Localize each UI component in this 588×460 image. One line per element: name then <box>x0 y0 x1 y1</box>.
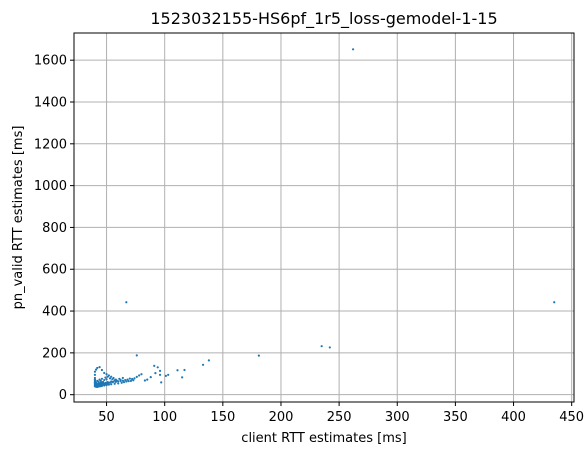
x-tick-label: 50 <box>98 410 115 425</box>
x-tick-label: 250 <box>327 410 352 425</box>
data-point <box>143 379 147 382</box>
data-point <box>94 368 98 371</box>
data-point <box>127 379 130 383</box>
x-tick-label: 100 <box>152 410 177 425</box>
x-tick-label: 450 <box>559 410 584 425</box>
data-point <box>119 378 122 381</box>
data-point <box>98 378 101 381</box>
data-point <box>103 371 106 375</box>
data-point <box>176 369 179 372</box>
data-point <box>96 366 99 370</box>
data-point <box>100 377 104 380</box>
y-tick-label: 200 <box>42 346 67 361</box>
data-points <box>93 48 556 389</box>
data-point <box>113 382 116 385</box>
data-point <box>135 354 138 357</box>
data-point <box>105 378 108 381</box>
data-point <box>158 369 162 372</box>
data-point <box>93 370 97 373</box>
data-point <box>100 368 104 372</box>
y-tick-label: 1400 <box>34 95 67 110</box>
data-point <box>106 382 109 385</box>
data-point <box>140 373 143 376</box>
data-point <box>122 381 126 384</box>
data-point <box>257 354 260 357</box>
data-point <box>553 301 556 304</box>
data-point <box>105 373 108 376</box>
data-point <box>158 373 162 376</box>
data-point <box>124 378 127 382</box>
data-point <box>110 375 113 378</box>
data-point <box>101 380 105 384</box>
data-point <box>93 378 97 381</box>
data-point <box>108 377 112 380</box>
data-point <box>181 376 184 379</box>
data-point <box>320 345 323 348</box>
y-tick-label: 600 <box>42 263 67 278</box>
data-point <box>167 373 170 376</box>
y-axis-label: pn_valid RTT estimates [ms] <box>11 126 26 310</box>
data-point <box>106 375 109 378</box>
data-point <box>104 376 107 379</box>
data-point <box>125 301 128 304</box>
x-tick-label: 400 <box>501 410 526 425</box>
data-point <box>96 379 99 382</box>
x-tick-label: 350 <box>443 410 468 425</box>
data-point <box>160 381 163 384</box>
data-point <box>110 383 113 386</box>
data-point <box>164 374 167 377</box>
plot-frame <box>73 32 575 403</box>
data-point <box>113 379 116 382</box>
chart-title: 1523032155-HS6pf_1r5_loss-gemodel-1-15 <box>150 9 497 29</box>
data-point <box>121 376 124 380</box>
x-tick-label: 150 <box>210 410 235 425</box>
x-axis-label: client RTT estimates [ms] <box>241 431 406 446</box>
data-point <box>103 378 106 382</box>
data-point <box>201 363 205 366</box>
data-point <box>94 381 98 384</box>
x-tick-label: 300 <box>385 410 410 425</box>
data-point <box>125 380 128 383</box>
data-point <box>153 364 156 367</box>
data-point <box>115 379 119 382</box>
data-point <box>149 376 152 379</box>
data-point <box>156 366 159 369</box>
data-point <box>328 346 331 349</box>
y-tick-label: 800 <box>42 221 67 236</box>
data-point <box>183 368 186 372</box>
data-point <box>129 379 133 382</box>
y-tick-label: 1200 <box>34 137 67 152</box>
grid <box>74 33 574 402</box>
axis-ticks: 50 100 150 200 250 300 350 400 450 0 200 400 600 800 1… <box>34 54 584 425</box>
data-point <box>135 375 138 379</box>
data-point <box>93 376 97 380</box>
data-point <box>117 382 120 385</box>
data-point <box>93 373 97 376</box>
y-tick-label: 1600 <box>34 54 67 69</box>
data-point <box>98 365 101 369</box>
data-point <box>111 378 114 381</box>
data-point <box>120 381 123 384</box>
data-point <box>138 374 141 377</box>
y-tick-label: 1000 <box>34 179 67 194</box>
data-point <box>128 377 131 380</box>
data-point <box>133 377 136 380</box>
data-point <box>132 379 135 382</box>
data-point <box>146 378 149 381</box>
data-point <box>207 359 210 362</box>
y-tick-label: 400 <box>42 305 67 320</box>
data-point <box>351 48 355 51</box>
x-tick-label: 200 <box>269 410 294 425</box>
data-point <box>154 372 157 375</box>
y-tick-label: 0 <box>59 388 67 403</box>
